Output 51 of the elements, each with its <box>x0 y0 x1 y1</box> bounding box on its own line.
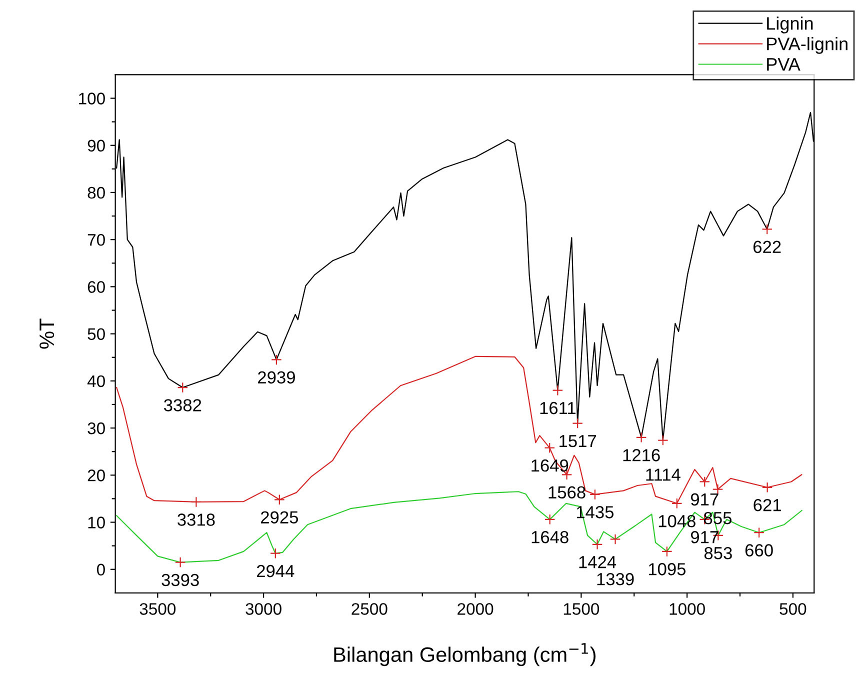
point <box>590 489 600 500</box>
annotation: 1095 <box>648 563 686 576</box>
y-axis-title: %T <box>40 318 54 349</box>
y-tick-label: 50 <box>88 328 105 340</box>
annotation: 3393 <box>162 574 199 586</box>
y-tick-label: 0 <box>96 564 105 576</box>
y-tick-label: 30 <box>88 422 105 434</box>
point <box>762 482 773 493</box>
point <box>190 496 202 508</box>
annotation: 1216 <box>623 449 660 462</box>
annotation: 853 <box>704 547 732 560</box>
annotation: 3382 <box>164 399 202 412</box>
point <box>671 498 682 509</box>
point <box>274 494 285 506</box>
annotation: 1611 <box>540 402 576 414</box>
x-tick-label: 3500 <box>140 603 176 615</box>
legend-label: PVA-lignin <box>767 37 848 54</box>
annotation: 1424 <box>579 556 616 568</box>
y-tick-label: 80 <box>88 186 105 199</box>
x-tick-label: 1000 <box>670 603 705 615</box>
x-tick-label: 3000 <box>246 603 282 615</box>
annotation: 3318 <box>178 514 215 526</box>
annotation: 1517 <box>560 435 596 448</box>
y-tick-label: 60 <box>88 281 105 293</box>
annotation: 660 <box>745 544 773 556</box>
x-tick-label: 500 <box>780 603 806 615</box>
annotation: 2944 <box>256 564 294 578</box>
annotation: 1114 <box>646 468 680 481</box>
x-axis-title: Bilangan Gelombang (cm$^{−1}$) <box>334 643 596 666</box>
annotation: 2939 <box>258 371 295 384</box>
x-tick-label: 1500 <box>564 603 600 615</box>
legend-label: PVA <box>767 58 800 71</box>
x-tick-label: 2500 <box>352 603 388 615</box>
x-tick-label: 2000 <box>458 603 494 615</box>
annotation: 1648 <box>532 530 568 544</box>
y-tick-label: 100 <box>79 92 105 104</box>
annotation: 917 <box>690 493 718 506</box>
annotation: 621 <box>754 498 781 512</box>
y-tick-label: 10 <box>88 516 105 528</box>
annotation: 1339 <box>597 573 634 586</box>
annotation: 2925 <box>260 511 298 524</box>
annotation: 622 <box>754 240 781 254</box>
point <box>544 442 556 454</box>
y-tick-label: 40 <box>87 375 105 388</box>
point <box>712 484 724 495</box>
point <box>699 476 710 488</box>
annotation: 1568 <box>548 486 586 499</box>
legend-label: Lignin <box>767 16 813 34</box>
y-tick-label: 20 <box>88 470 105 482</box>
y-tick-label: 70 <box>88 234 105 246</box>
y-tick-label: 90 <box>88 140 105 152</box>
